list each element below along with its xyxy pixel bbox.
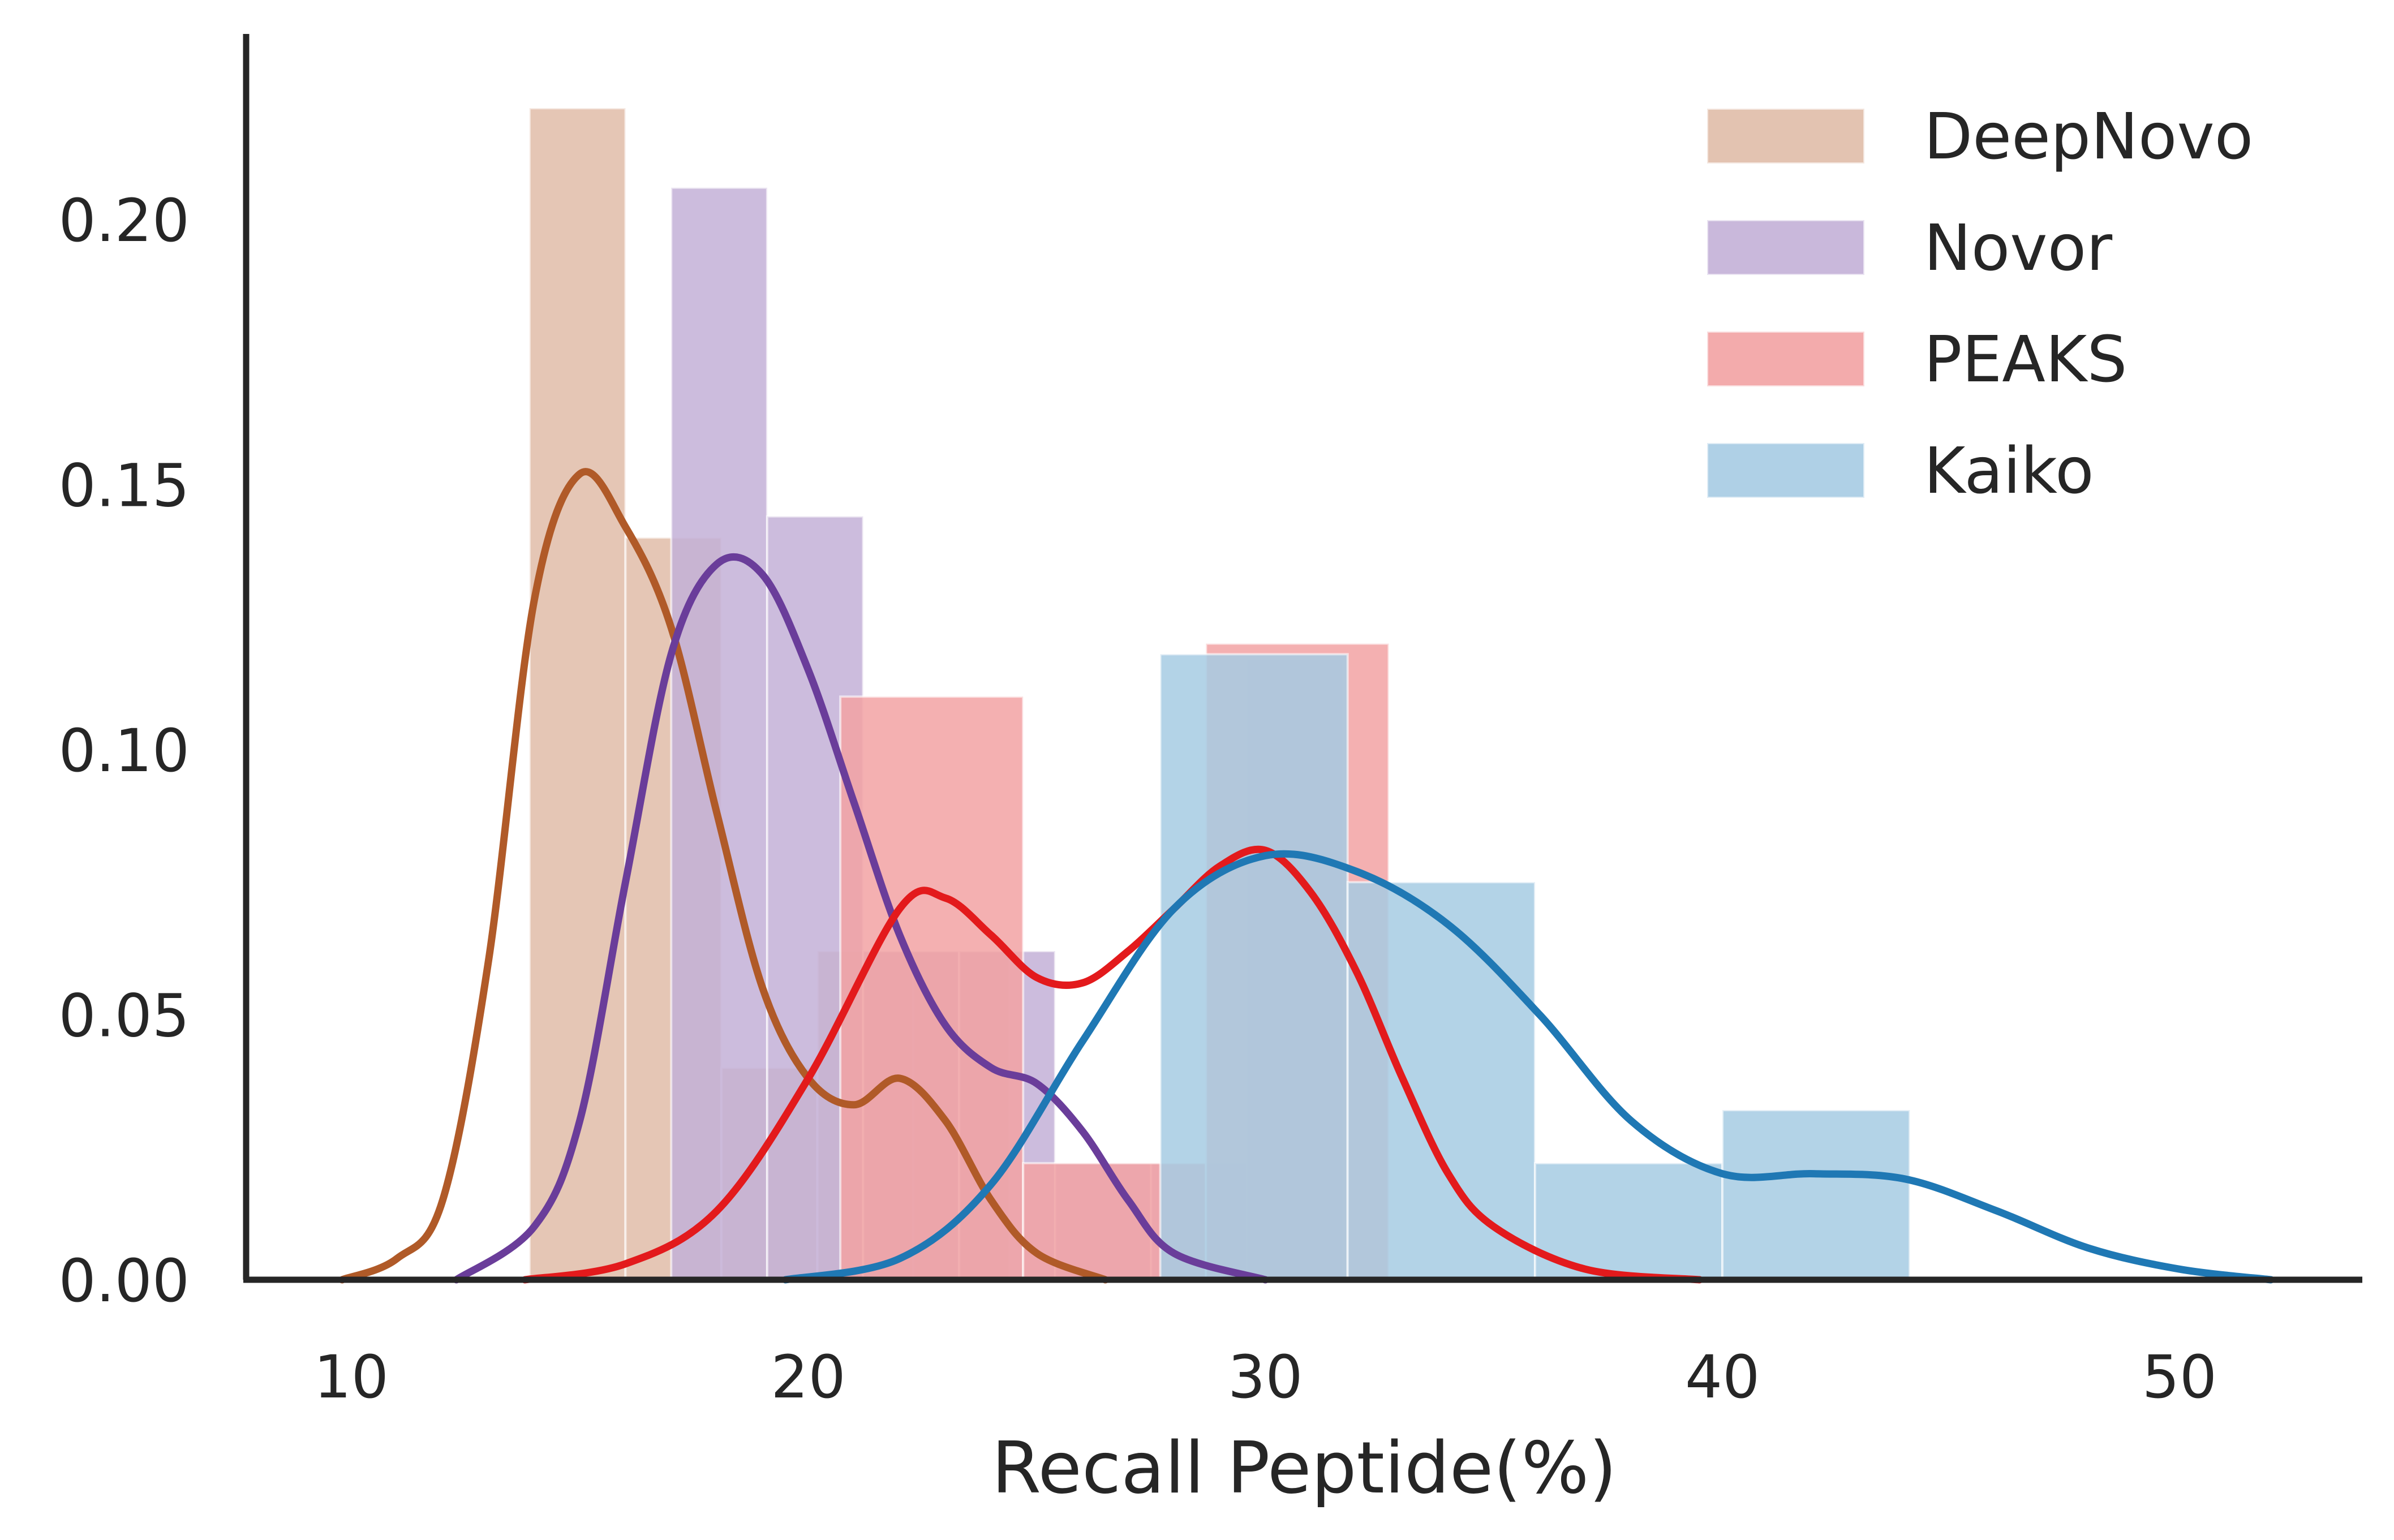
y-tick-label: 0.15 xyxy=(58,451,190,520)
y-tick-label: 0.20 xyxy=(58,186,190,255)
x-tick-label: 10 xyxy=(314,1343,389,1412)
peaks-bar xyxy=(839,695,1025,1281)
x-tick-label: 20 xyxy=(771,1343,845,1412)
deepnovo-bar xyxy=(528,107,627,1281)
legend-swatch xyxy=(1706,219,1866,276)
kaiko-density-curve xyxy=(781,850,2275,1284)
x-tick-label: 50 xyxy=(2142,1343,2217,1412)
kaiko-bar xyxy=(1346,881,1536,1281)
legend-label: Novor xyxy=(1924,212,2113,285)
x-tick-label: 40 xyxy=(1685,1343,1760,1412)
novor-density-curve xyxy=(453,553,1269,1284)
y-tick-label: 0.00 xyxy=(58,1246,190,1315)
kaiko-bar xyxy=(1721,1109,1911,1281)
legend-item-kaiko: Kaiko xyxy=(1706,435,2094,508)
novor-bar xyxy=(670,186,768,1281)
x-tick-label: 30 xyxy=(1228,1343,1303,1412)
legend-swatch xyxy=(1706,330,1866,388)
histogram-bars xyxy=(528,107,1911,1281)
peaks-density-curve xyxy=(521,845,1704,1284)
y-tick-labels: 0.00 0.05 0.10 0.15 0.20 xyxy=(58,186,190,1315)
y-tick-label: 0.10 xyxy=(58,716,190,785)
kaiko-bar xyxy=(1159,653,1349,1281)
legend-item-peaks: PEAKS xyxy=(1706,323,2127,397)
legend-label: PEAKS xyxy=(1924,323,2127,397)
legend-label: Kaiko xyxy=(1924,435,2094,508)
x-tick-labels: 10 20 30 40 50 xyxy=(314,1343,2217,1412)
legend-label: DeepNovo xyxy=(1924,100,2253,174)
density-curves xyxy=(338,468,2275,1284)
legend-item-deepnovo: DeepNovo xyxy=(1706,100,2253,174)
legend-item-novor: Novor xyxy=(1706,212,2113,285)
deepnovo-density-curve xyxy=(338,468,1110,1284)
legend-swatch xyxy=(1706,107,1866,165)
legend-swatch xyxy=(1706,442,1866,499)
x-axis-title: Recall Peptide(%) xyxy=(992,1426,1617,1509)
y-tick-label: 0.05 xyxy=(58,981,190,1050)
legend: DeepNovo Novor PEAKS Kaiko xyxy=(1706,100,2253,508)
